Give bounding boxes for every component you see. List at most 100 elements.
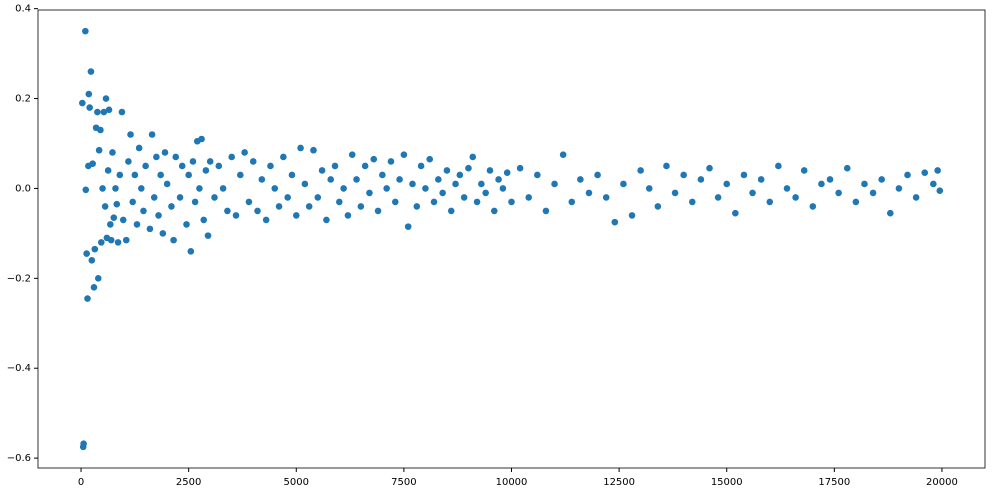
point — [114, 239, 122, 246]
point — [439, 189, 446, 197]
point — [577, 176, 584, 183]
point — [155, 212, 162, 219]
point — [628, 212, 636, 219]
point — [176, 194, 184, 201]
point — [559, 151, 567, 159]
point — [387, 158, 395, 165]
y-tick-label: −0.4 — [7, 363, 31, 374]
plot-frame — [37, 9, 986, 469]
point — [101, 203, 109, 210]
point — [430, 198, 438, 206]
point — [157, 171, 164, 179]
point — [206, 158, 214, 165]
point — [113, 200, 121, 208]
point — [159, 230, 167, 237]
point — [189, 158, 197, 165]
point — [331, 162, 339, 170]
point — [934, 167, 941, 174]
point — [366, 189, 373, 197]
point — [183, 221, 190, 228]
point — [637, 167, 644, 174]
point — [348, 151, 356, 159]
point — [327, 176, 335, 183]
point — [90, 284, 98, 291]
point — [116, 171, 124, 179]
point — [456, 171, 464, 179]
point — [469, 153, 477, 161]
point — [135, 144, 143, 152]
point — [852, 198, 860, 206]
point — [936, 187, 944, 194]
point — [254, 207, 261, 215]
point — [869, 189, 877, 197]
point — [271, 185, 279, 192]
point — [219, 185, 227, 192]
point — [82, 27, 89, 35]
y-tick-label: 0.0 — [15, 183, 31, 194]
point — [131, 171, 139, 179]
point — [645, 185, 653, 192]
point — [396, 176, 403, 183]
point — [82, 186, 90, 194]
point — [422, 185, 429, 192]
x-tick-label: 7500 — [391, 477, 416, 488]
x-tick-label: 5000 — [284, 477, 309, 488]
point — [383, 185, 390, 192]
point — [482, 189, 489, 197]
point — [336, 198, 343, 206]
point — [732, 209, 739, 217]
point — [826, 176, 834, 183]
y-tick-label: 0.2 — [15, 94, 31, 105]
point — [921, 169, 929, 177]
point — [323, 216, 330, 224]
point — [142, 162, 149, 170]
point — [534, 171, 541, 179]
point — [228, 153, 236, 161]
point — [818, 180, 825, 188]
x-tick-label: 17500 — [818, 477, 850, 488]
point — [895, 185, 903, 192]
point — [775, 162, 782, 170]
point — [204, 232, 212, 239]
point — [473, 198, 481, 206]
point — [357, 203, 365, 210]
point — [125, 158, 132, 165]
point — [465, 164, 472, 172]
point — [835, 189, 842, 197]
point — [930, 180, 937, 188]
point — [443, 167, 451, 174]
point — [391, 198, 399, 206]
point — [843, 164, 851, 172]
point — [97, 126, 104, 134]
point — [140, 207, 147, 215]
point — [766, 198, 774, 206]
point — [310, 146, 317, 154]
point — [585, 189, 593, 197]
point — [198, 135, 205, 143]
point — [107, 221, 114, 228]
x-tick-label: 0 — [78, 477, 84, 488]
point — [185, 171, 192, 179]
point — [85, 90, 93, 98]
point — [110, 214, 118, 221]
point — [400, 151, 408, 159]
point — [680, 171, 687, 179]
point — [706, 164, 713, 172]
point — [237, 171, 244, 179]
point — [861, 180, 868, 188]
point — [191, 198, 199, 206]
point — [104, 167, 112, 174]
point — [232, 212, 240, 219]
point — [611, 218, 619, 226]
point — [133, 221, 141, 228]
point — [663, 162, 670, 170]
point — [417, 162, 425, 170]
point — [187, 248, 195, 255]
point — [654, 203, 662, 210]
point — [452, 180, 459, 188]
point — [499, 185, 507, 192]
point — [757, 176, 765, 183]
y-tick-label: −0.2 — [7, 273, 31, 284]
point — [568, 198, 576, 206]
